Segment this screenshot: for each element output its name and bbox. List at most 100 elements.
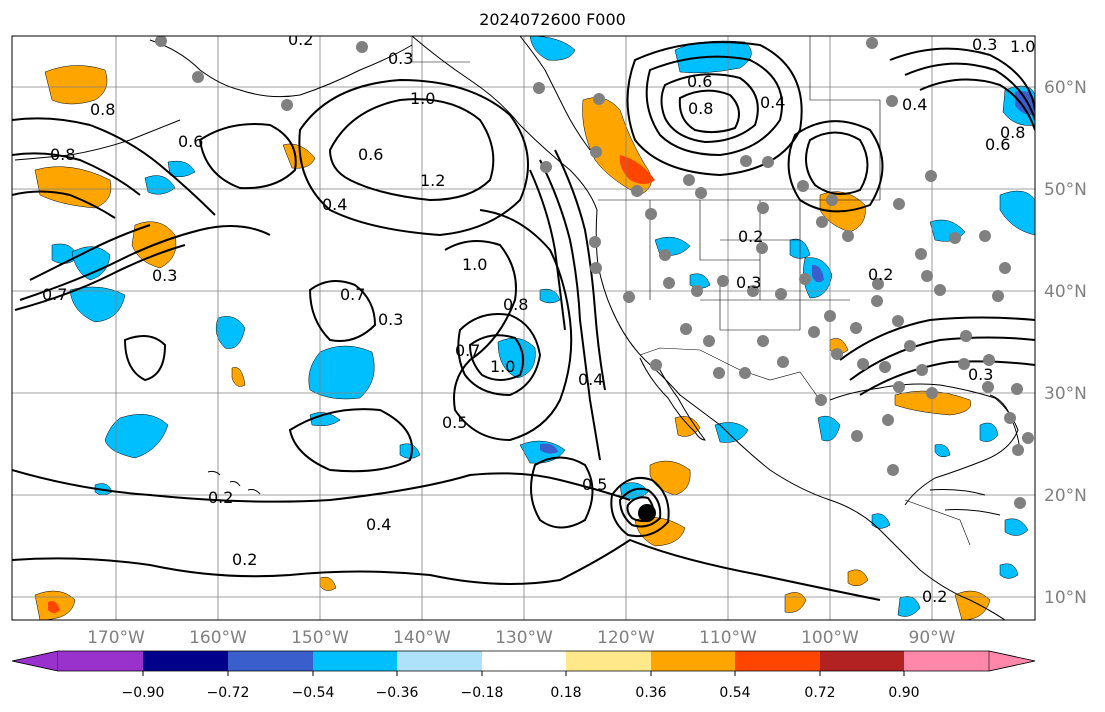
negative-anomaly-patch bbox=[714, 422, 749, 443]
contour-line bbox=[678, 89, 740, 134]
contour-line bbox=[539, 159, 601, 461]
negative-anomaly-patch bbox=[497, 337, 536, 379]
graticule bbox=[12, 36, 1035, 620]
positive-anomaly-patch bbox=[784, 592, 807, 613]
contour-label: 0.6 bbox=[178, 132, 203, 151]
contour-label: 0.8 bbox=[503, 295, 528, 314]
positive-anomaly-patch bbox=[847, 569, 869, 587]
contour-line bbox=[889, 47, 1035, 111]
contour-line bbox=[12, 152, 141, 196]
lat-label: 10°N bbox=[1044, 588, 1087, 608]
contour-label: 0.2 bbox=[208, 488, 233, 507]
contour-line bbox=[298, 78, 529, 237]
contour-label: 0.3 bbox=[378, 310, 403, 329]
contour-label: 0.4 bbox=[322, 195, 347, 214]
lon-label: 120°W bbox=[597, 628, 655, 648]
lat-label: 50°N bbox=[1044, 180, 1087, 200]
contour-line bbox=[904, 62, 1035, 121]
contour-label: 0.4 bbox=[902, 95, 927, 114]
contour-label: 0.8 bbox=[50, 145, 75, 164]
negative-anomaly-patch bbox=[934, 444, 951, 458]
contour-label: 0.4 bbox=[578, 370, 603, 389]
hawaii-islands bbox=[207, 470, 261, 495]
colorbar-tick-label: 0.36 bbox=[635, 685, 666, 701]
contour-line bbox=[839, 316, 1035, 361]
contour-label: 0.2 bbox=[738, 227, 763, 246]
alaska-coast bbox=[149, 39, 413, 98]
colorbar-tick-label: 0.18 bbox=[550, 685, 581, 701]
contour-line bbox=[123, 335, 167, 382]
longitude-labels: 170°W 160°W 150°W 140°W 130°W 120°W 110°… bbox=[87, 628, 956, 648]
contour-label: 0.3 bbox=[736, 273, 761, 292]
strong-positive-anomaly-patch bbox=[48, 601, 60, 613]
contour-line bbox=[468, 334, 525, 381]
contour-line bbox=[29, 224, 151, 281]
contour-label: 1.0 bbox=[1010, 37, 1035, 56]
negative-anomaly-patch bbox=[897, 596, 921, 617]
contour-label: 0.8 bbox=[90, 100, 115, 119]
map-frame bbox=[11, 35, 1036, 621]
contour-label: 0.2 bbox=[232, 550, 257, 569]
contour-line bbox=[645, 55, 783, 157]
contour-label: 0.6 bbox=[358, 145, 383, 164]
coastline-layer bbox=[14, 36, 1021, 620]
contour-label: 1.0 bbox=[462, 255, 487, 274]
contour-line bbox=[12, 190, 116, 219]
colorbar-tick-label: −0.36 bbox=[376, 685, 419, 701]
lon-label: 100°W bbox=[801, 628, 859, 648]
contour-label: 0.3 bbox=[152, 266, 177, 285]
colorbar-segment bbox=[566, 651, 651, 671]
lat-label: 20°N bbox=[1044, 486, 1087, 506]
colorbar-segment bbox=[313, 651, 397, 671]
strong-negative-anomaly-patch bbox=[812, 264, 824, 283]
colorbar-segment bbox=[904, 651, 989, 671]
lat-label: 40°N bbox=[1044, 282, 1087, 302]
anomaly-fill-layer bbox=[34, 36, 1035, 620]
colorbar-tick-label: 0.72 bbox=[804, 685, 835, 701]
contour-line bbox=[308, 280, 377, 342]
colorbar-tick-label: 0.90 bbox=[888, 685, 919, 701]
positive-anomaly-patch bbox=[282, 143, 316, 169]
contour-label: 0.7 bbox=[455, 341, 480, 360]
positive-anomaly-patch bbox=[44, 65, 108, 105]
colorbar-tick-label: 0.54 bbox=[719, 685, 750, 701]
baja-california bbox=[639, 357, 707, 441]
contour-line bbox=[618, 487, 662, 528]
lon-label: 170°W bbox=[87, 628, 145, 648]
storm-center-marker bbox=[638, 504, 656, 522]
contour-label: 0.5 bbox=[442, 413, 467, 432]
positive-anomaly-patch bbox=[954, 590, 991, 620]
contour-line bbox=[12, 117, 216, 216]
colorbar-segment bbox=[735, 651, 820, 671]
negative-anomaly-patch bbox=[1004, 518, 1029, 536]
contour-label: 0.3 bbox=[972, 35, 997, 54]
contour-line bbox=[919, 78, 1035, 131]
colorbar-segment bbox=[482, 651, 566, 671]
lat-label: 60°N bbox=[1044, 78, 1087, 98]
negative-anomaly-patch bbox=[399, 443, 421, 459]
contour-line bbox=[12, 538, 881, 601]
contour-label: 0.8 bbox=[688, 99, 713, 118]
contour-line bbox=[660, 73, 759, 144]
negative-anomaly-patch bbox=[999, 563, 1019, 579]
colorbar-tick-label: −0.18 bbox=[461, 685, 504, 701]
positive-anomaly-patch bbox=[34, 166, 112, 209]
contour-label: 0.2 bbox=[288, 30, 313, 49]
colorbar-segment bbox=[651, 651, 735, 671]
negative-anomaly-patch bbox=[999, 190, 1035, 236]
contour-line bbox=[610, 476, 670, 538]
colorbar-left-extension bbox=[11, 650, 59, 672]
negative-anomaly-patch bbox=[979, 422, 999, 442]
contour-line bbox=[849, 336, 1035, 381]
contour-line bbox=[805, 131, 869, 195]
contour-label: 1.0 bbox=[490, 357, 515, 376]
contour-line bbox=[529, 169, 566, 331]
contour-line bbox=[530, 456, 594, 529]
aleutian-islands bbox=[14, 119, 181, 161]
north-america-west-coast bbox=[411, 36, 1006, 620]
contour-line bbox=[198, 123, 297, 190]
contour-layer bbox=[12, 41, 1035, 601]
colorbar-right-extension bbox=[988, 650, 1036, 672]
canadian-coast bbox=[519, 36, 591, 151]
contour-label-layer: 0.2 0.3 1.0 0.8 0.6 0.4 1.2 0.7 0.5 0.3 … bbox=[42, 30, 1035, 606]
